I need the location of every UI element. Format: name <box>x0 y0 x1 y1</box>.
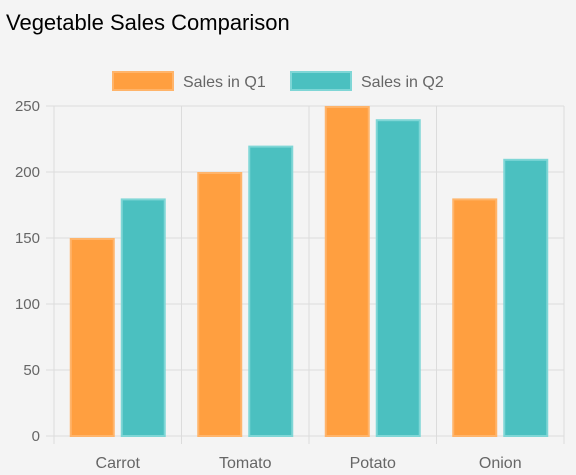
y-tick-label: 250 <box>15 98 40 115</box>
bar-sales-in-q1-onion <box>453 199 496 436</box>
y-tick-label: 0 <box>32 428 40 445</box>
bar-sales-in-q2-onion <box>504 160 547 436</box>
bar-sales-in-q1-tomato <box>198 173 241 436</box>
bar-sales-in-q1-potato <box>326 107 369 436</box>
y-tick-label: 100 <box>15 296 40 313</box>
bar-sales-in-q2-tomato <box>249 147 292 436</box>
legend-swatch[interactable] <box>291 72 351 90</box>
legend-swatch[interactable] <box>113 72 173 90</box>
y-tick-label: 150 <box>15 230 40 247</box>
x-tick-label: Onion <box>479 455 522 472</box>
bar-sales-in-q2-carrot <box>122 199 165 436</box>
y-tick-label: 200 <box>15 164 40 181</box>
y-tick-label: 50 <box>23 362 40 379</box>
x-tick-label: Tomato <box>219 455 272 472</box>
x-tick-label: Potato <box>350 455 396 472</box>
legend-label[interactable]: Sales in Q1 <box>183 74 266 91</box>
x-tick-label: Carrot <box>96 455 141 472</box>
bar-sales-in-q1-carrot <box>71 239 114 436</box>
bar-sales-in-q2-potato <box>377 120 420 436</box>
legend-label[interactable]: Sales in Q2 <box>361 74 444 91</box>
